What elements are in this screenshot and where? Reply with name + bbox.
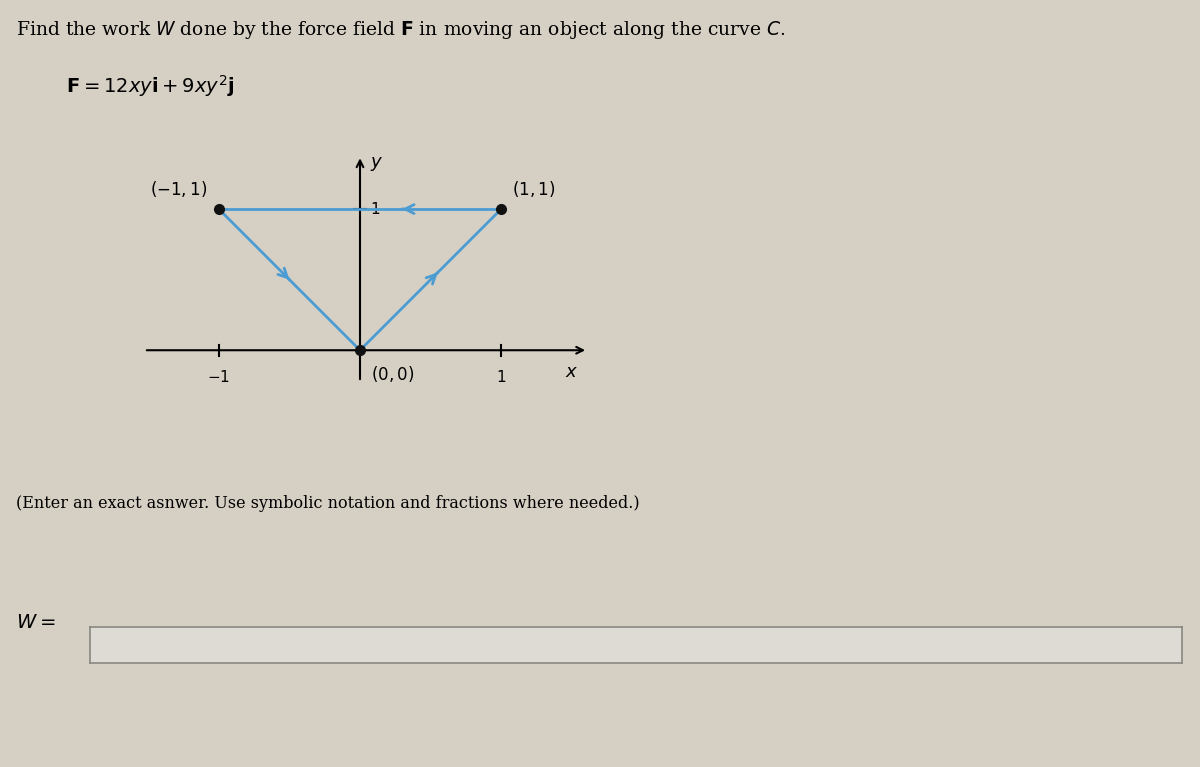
- Text: $(-1, 1)$: $(-1, 1)$: [150, 179, 208, 199]
- Text: $(0, 0)$: $(0, 0)$: [371, 364, 414, 384]
- Text: $1$: $1$: [370, 201, 380, 217]
- Text: $\mathbf{F} = 12xy\mathbf{i} + 9xy^2\mathbf{j}$: $\mathbf{F} = 12xy\mathbf{i} + 9xy^2\mat…: [66, 73, 234, 99]
- Text: (Enter an exact asnwer. Use symbolic notation and fractions where needed.): (Enter an exact asnwer. Use symbolic not…: [16, 495, 640, 512]
- Text: $x$: $x$: [564, 363, 578, 381]
- Text: Find the work $W$ done by the force field $\mathbf{F}$ in moving an object along: Find the work $W$ done by the force fiel…: [16, 19, 785, 41]
- Text: $(1, 1)$: $(1, 1)$: [512, 179, 556, 199]
- Text: $-1$: $-1$: [208, 369, 230, 384]
- Text: $1$: $1$: [496, 369, 506, 384]
- Text: $W=$: $W=$: [16, 614, 55, 631]
- Text: $y$: $y$: [370, 155, 383, 173]
